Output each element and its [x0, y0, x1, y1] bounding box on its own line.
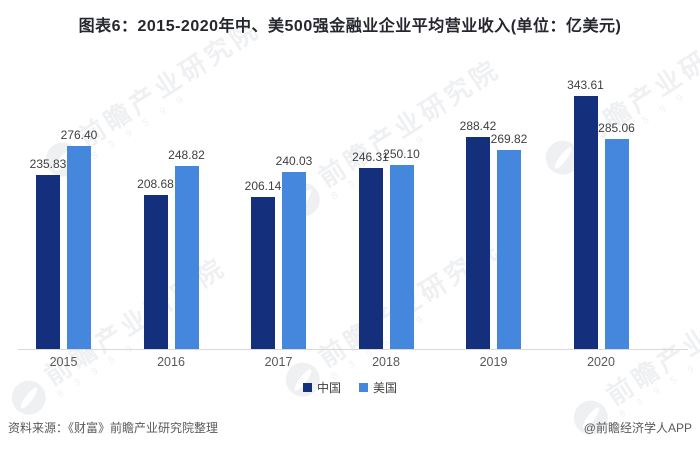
footer: 资料来源：《财富》前瞻产业研究院整理 @前瞻经济学人APP: [8, 419, 692, 436]
chart-title: 图表6：2015-2020年中、美500强金融业企业平均营业收入(单位：亿美元): [78, 18, 622, 35]
legend-swatch-china: [302, 383, 312, 392]
value-label-china-2015: 235.83: [29, 157, 67, 171]
value-label-china-2019: 288.42: [459, 119, 497, 133]
footer-source: 资料来源：《财富》前瞻产业研究院整理: [8, 421, 219, 435]
footer-credit: @前瞻经济学人APP: [583, 421, 692, 435]
x-tick-2016: 2016: [157, 355, 185, 369]
x-tick-2018: 2018: [372, 355, 400, 369]
x-axis-line: [18, 349, 688, 350]
bar-china-2019: [466, 137, 490, 349]
value-label-china-2020: 343.61: [567, 78, 604, 92]
legend-swatch-usa: [359, 383, 368, 392]
bar-china-2017: [251, 197, 275, 349]
bar-usa-2020: [604, 139, 629, 349]
legend-label-china: 中国: [316, 381, 341, 395]
bar-china-2020: [573, 96, 598, 349]
legend: 中国 美国: [0, 379, 700, 396]
bar-china-2015: [36, 175, 60, 349]
plot-area: 235.83 276.40 208.68 248.82 206.14 240.03 246.…: [29, 78, 635, 349]
bar-usa-2019: [497, 150, 521, 349]
x-tick-2017: 2017: [264, 355, 293, 369]
bar-usa-2018: [389, 165, 414, 349]
value-label-china-2016: 208.68: [137, 177, 174, 191]
x-tick-2020: 2020: [587, 355, 615, 369]
value-label-china-2017: 206.14: [244, 179, 282, 193]
value-label-usa-2015: 276.40: [60, 128, 98, 142]
bar-usa-2015: [67, 146, 91, 349]
legend-item-china: 中国: [302, 379, 341, 396]
value-label-usa-2016: 248.82: [168, 148, 205, 162]
x-tick-2015: 2015: [49, 355, 78, 369]
legend-item-usa: 美国: [359, 379, 397, 396]
value-label-usa-2019: 269.82: [490, 132, 528, 146]
value-label-usa-2017: 240.03: [275, 154, 313, 168]
x-tick-2019: 2019: [479, 355, 508, 369]
legend-label-usa: 美国: [373, 381, 398, 395]
value-label-china-2018: 246.31: [352, 150, 389, 164]
bar-china-2018: [358, 168, 383, 349]
x-axis-labels: 2015 2016 2017 2018 2019 2020: [0, 355, 700, 373]
bar-china-2016: [143, 195, 168, 349]
value-label-usa-2018: 250.10: [383, 147, 420, 161]
bar-usa-2017: [282, 172, 306, 349]
value-label-usa-2020: 285.06: [598, 121, 635, 135]
bar-usa-2016: [174, 166, 199, 349]
